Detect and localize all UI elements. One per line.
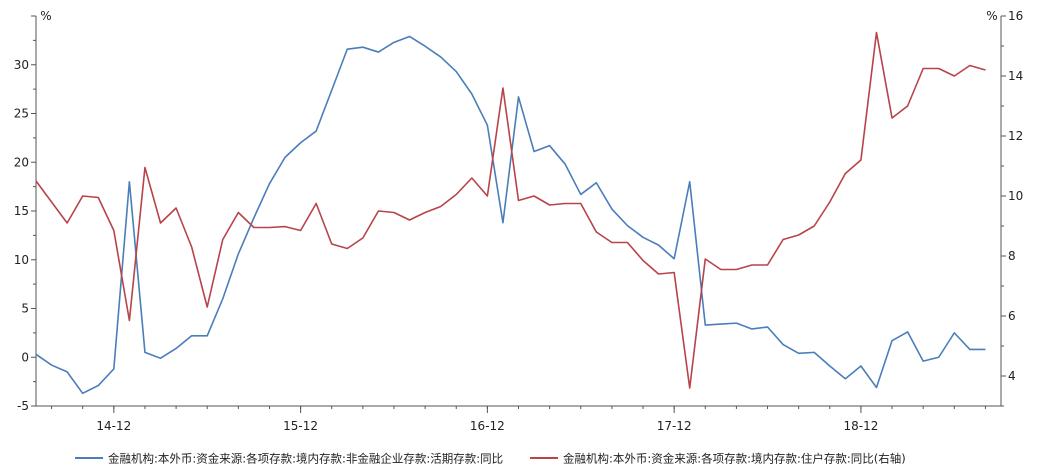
x-axis-tick-label: 15-12 [283,419,318,433]
legend-entry-right-series: 金融机构:本外币:资金来源:各项存款:境内存款:住户存款:同比(右轴) [530,452,906,466]
series-line-left [35,35,986,395]
y-axis-right-tick-label: 6 [1008,309,1016,323]
x-axis-tick-label: 14-12 [96,419,131,433]
axes-layer: % % -5 0 5 10 15 20 25 30 4 6 8 10 12 14 16 14-12 15-12 16-… [14,9,1024,433]
y-axis-right-tick-label: 4 [1008,369,1016,383]
y-axis-right-tick-label: 12 [1008,129,1023,143]
y-axis-right-tick-label: 16 [1008,9,1023,23]
y-axis-left-tick-label: 10 [14,253,29,267]
y-axis-left-tick-label: 20 [14,155,29,169]
series-layer [35,31,986,395]
y-axis-right-tick-label: 10 [1008,189,1023,203]
legend: 金融机构:本外币:资金来源:各项存款:境内存款:非金融企业存款:活期存款:同比 … [75,452,906,466]
y-axis-left-unit: % [40,9,51,23]
legend-label-right-series: 金融机构:本外币:资金来源:各项存款:境内存款:住户存款:同比(右轴) [563,452,906,466]
y-axis-left-tick-label: 5 [21,302,29,316]
x-axis-tick-label: 16-12 [470,419,505,433]
y-axis-left-tick-label: 15 [14,204,29,218]
y-axis-left-tick-label: 30 [14,58,29,72]
y-axis-right-tick-label: 8 [1008,249,1016,263]
y-axis-left-tick-label: -5 [17,399,29,413]
y-axis-left-tick-label: 0 [21,350,29,364]
y-axis-right-tick-label: 14 [1008,69,1023,83]
legend-label-left-series: 金融机构:本外币:资金来源:各项存款:境内存款:非金融企业存款:活期存款:同比 [108,452,503,466]
x-axis-tick-label: 18-12 [843,419,878,433]
x-axis-tick-label: 17-12 [657,419,692,433]
y-axis-left-tick-label: 25 [14,107,29,121]
series-line-right [35,31,986,389]
y-axis-right-unit: % [986,9,997,23]
legend-entry-left-series: 金融机构:本外币:资金来源:各项存款:境内存款:非金融企业存款:活期存款:同比 [75,452,503,466]
